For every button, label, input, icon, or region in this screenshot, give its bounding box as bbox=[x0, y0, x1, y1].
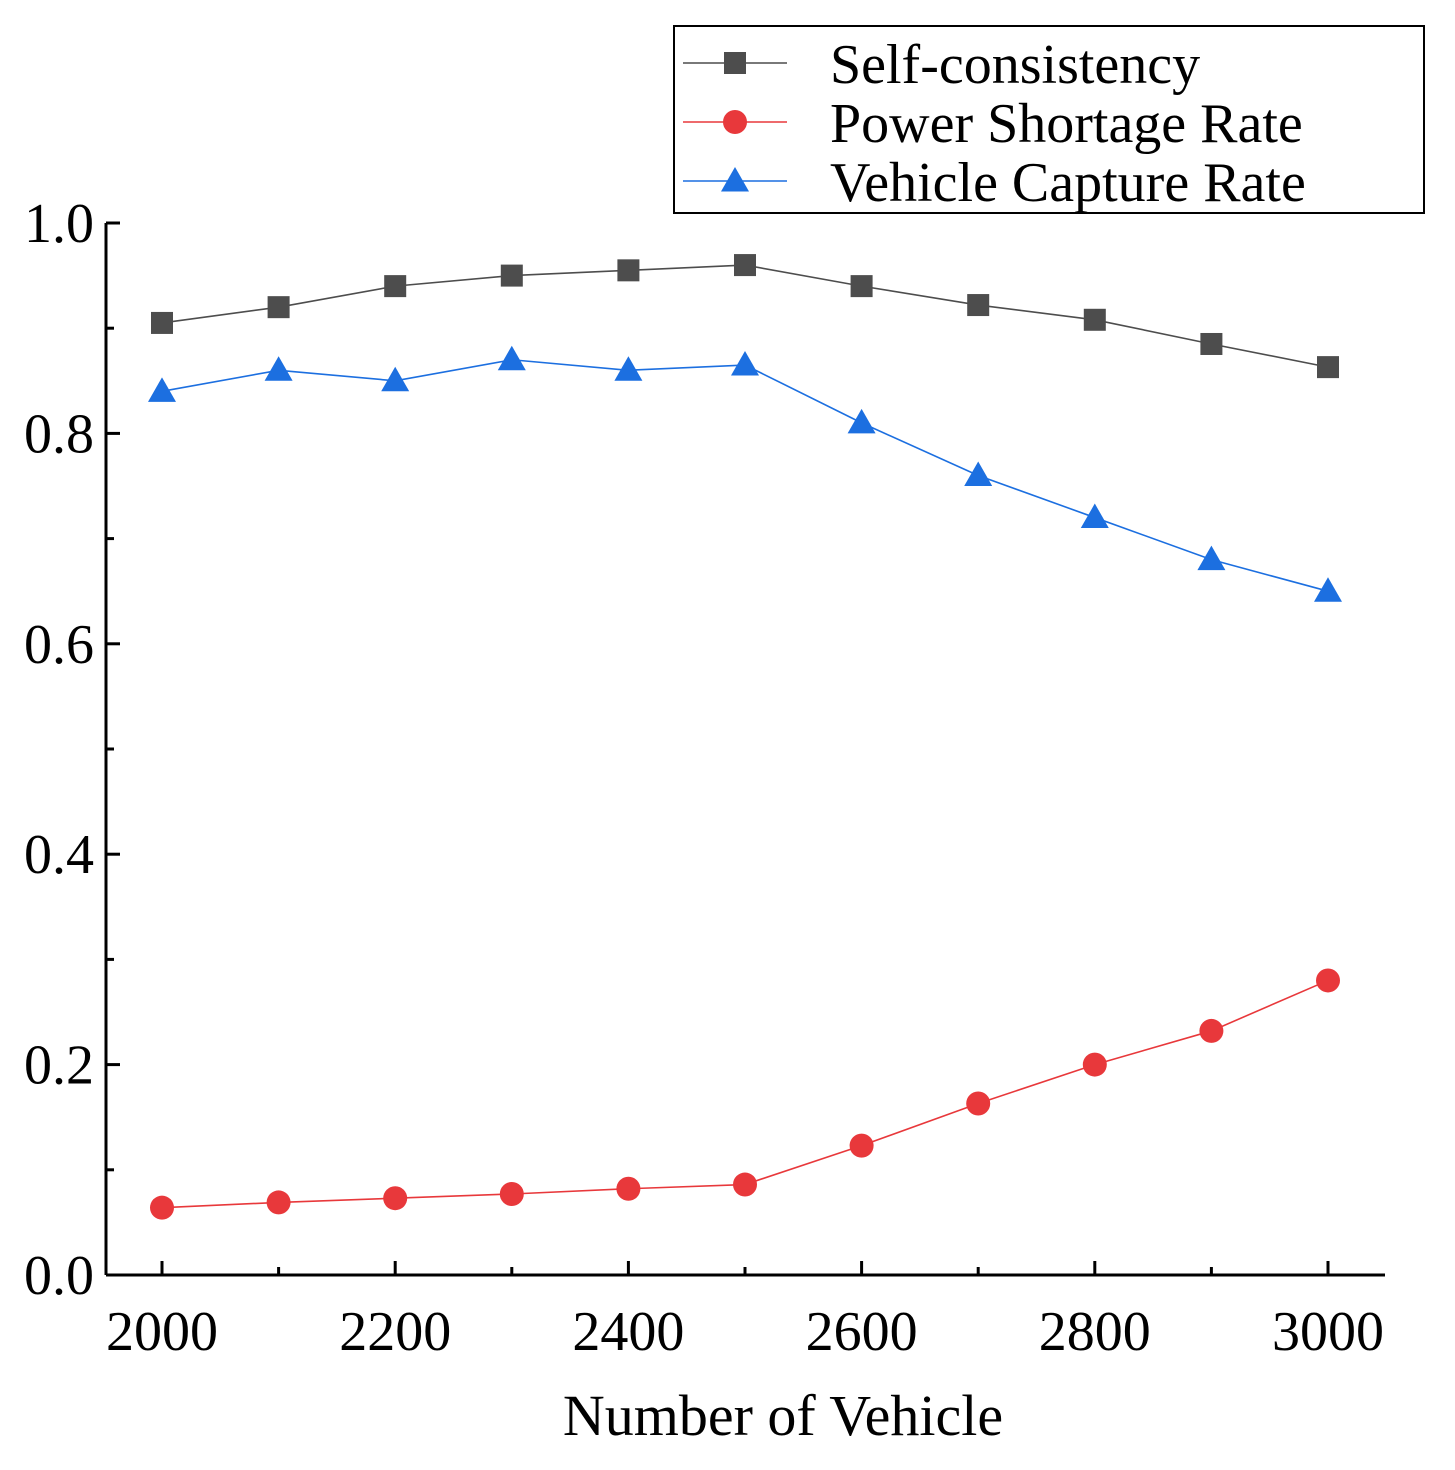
data-point bbox=[1199, 1018, 1224, 1043]
y-tick-label: 0.8 bbox=[24, 403, 94, 465]
data-point bbox=[500, 264, 523, 287]
data-point bbox=[849, 1133, 874, 1158]
data-point bbox=[1082, 1052, 1107, 1077]
x-tick-label: 2400 bbox=[572, 1301, 684, 1363]
y-tick-label: 0.2 bbox=[24, 1035, 94, 1097]
x-tick-label: 3000 bbox=[1272, 1301, 1384, 1363]
legend-marker bbox=[724, 52, 746, 74]
data-point bbox=[264, 356, 293, 381]
data-point bbox=[964, 461, 993, 486]
data-point bbox=[1316, 968, 1340, 993]
data-point bbox=[383, 1186, 408, 1211]
data-point bbox=[614, 356, 643, 381]
series-self-consistency bbox=[151, 254, 1339, 379]
series-vehicle-capture-rate bbox=[148, 345, 1342, 602]
series-power-shortage-rate bbox=[150, 968, 1340, 1220]
y-axis-ticks: 0.0 0.2 0.4 0.6 0.8 1.0 bbox=[24, 193, 120, 1307]
data-point bbox=[847, 408, 876, 434]
data-point bbox=[384, 275, 407, 298]
y-tick-label: 1.0 bbox=[24, 193, 94, 255]
data-point bbox=[150, 1195, 174, 1220]
data-point bbox=[1314, 577, 1342, 602]
data-point bbox=[734, 254, 756, 277]
data-point bbox=[850, 275, 873, 298]
data-point bbox=[381, 366, 410, 392]
legend-box bbox=[673, 25, 1425, 214]
data-point bbox=[266, 1190, 291, 1215]
data-point bbox=[733, 1172, 757, 1197]
data-point bbox=[1080, 503, 1109, 529]
data-point bbox=[731, 351, 759, 376]
x-tick-label: 2000 bbox=[106, 1301, 218, 1363]
data-point bbox=[1200, 332, 1223, 355]
legend-label: Vehicle Capture Rate bbox=[830, 152, 1306, 214]
series-layer bbox=[148, 254, 1342, 1220]
x-axis-title: Number of Vehicle bbox=[563, 1383, 1003, 1448]
data-point bbox=[148, 377, 176, 402]
data-point bbox=[267, 296, 290, 319]
legend-marker bbox=[721, 167, 749, 192]
y-tick-label: 0.0 bbox=[24, 1245, 94, 1307]
x-axis-ticks: 2000 2200 2400 2600 2800 3000 bbox=[106, 1261, 1384, 1363]
legend-label: Power Shortage Rate bbox=[830, 93, 1303, 155]
data-point bbox=[616, 1176, 641, 1201]
axes bbox=[104, 223, 1385, 1277]
y-tick-label: 0.4 bbox=[24, 824, 94, 886]
x-tick-label: 2800 bbox=[1039, 1301, 1151, 1363]
x-tick-label: 2600 bbox=[806, 1301, 918, 1363]
data-point bbox=[1083, 308, 1106, 331]
data-point bbox=[497, 345, 526, 371]
legend-marker bbox=[723, 110, 747, 134]
data-point bbox=[499, 1181, 524, 1206]
data-point bbox=[1197, 545, 1226, 571]
series-line bbox=[161, 358, 1329, 592]
data-point bbox=[151, 311, 173, 334]
legend-label: Self-consistency bbox=[830, 34, 1200, 96]
y-tick-label: 0.6 bbox=[24, 614, 94, 676]
data-point bbox=[1317, 356, 1339, 379]
data-point bbox=[617, 259, 640, 282]
x-tick-label: 2200 bbox=[339, 1301, 451, 1363]
data-point bbox=[967, 294, 990, 317]
data-point bbox=[966, 1091, 991, 1116]
